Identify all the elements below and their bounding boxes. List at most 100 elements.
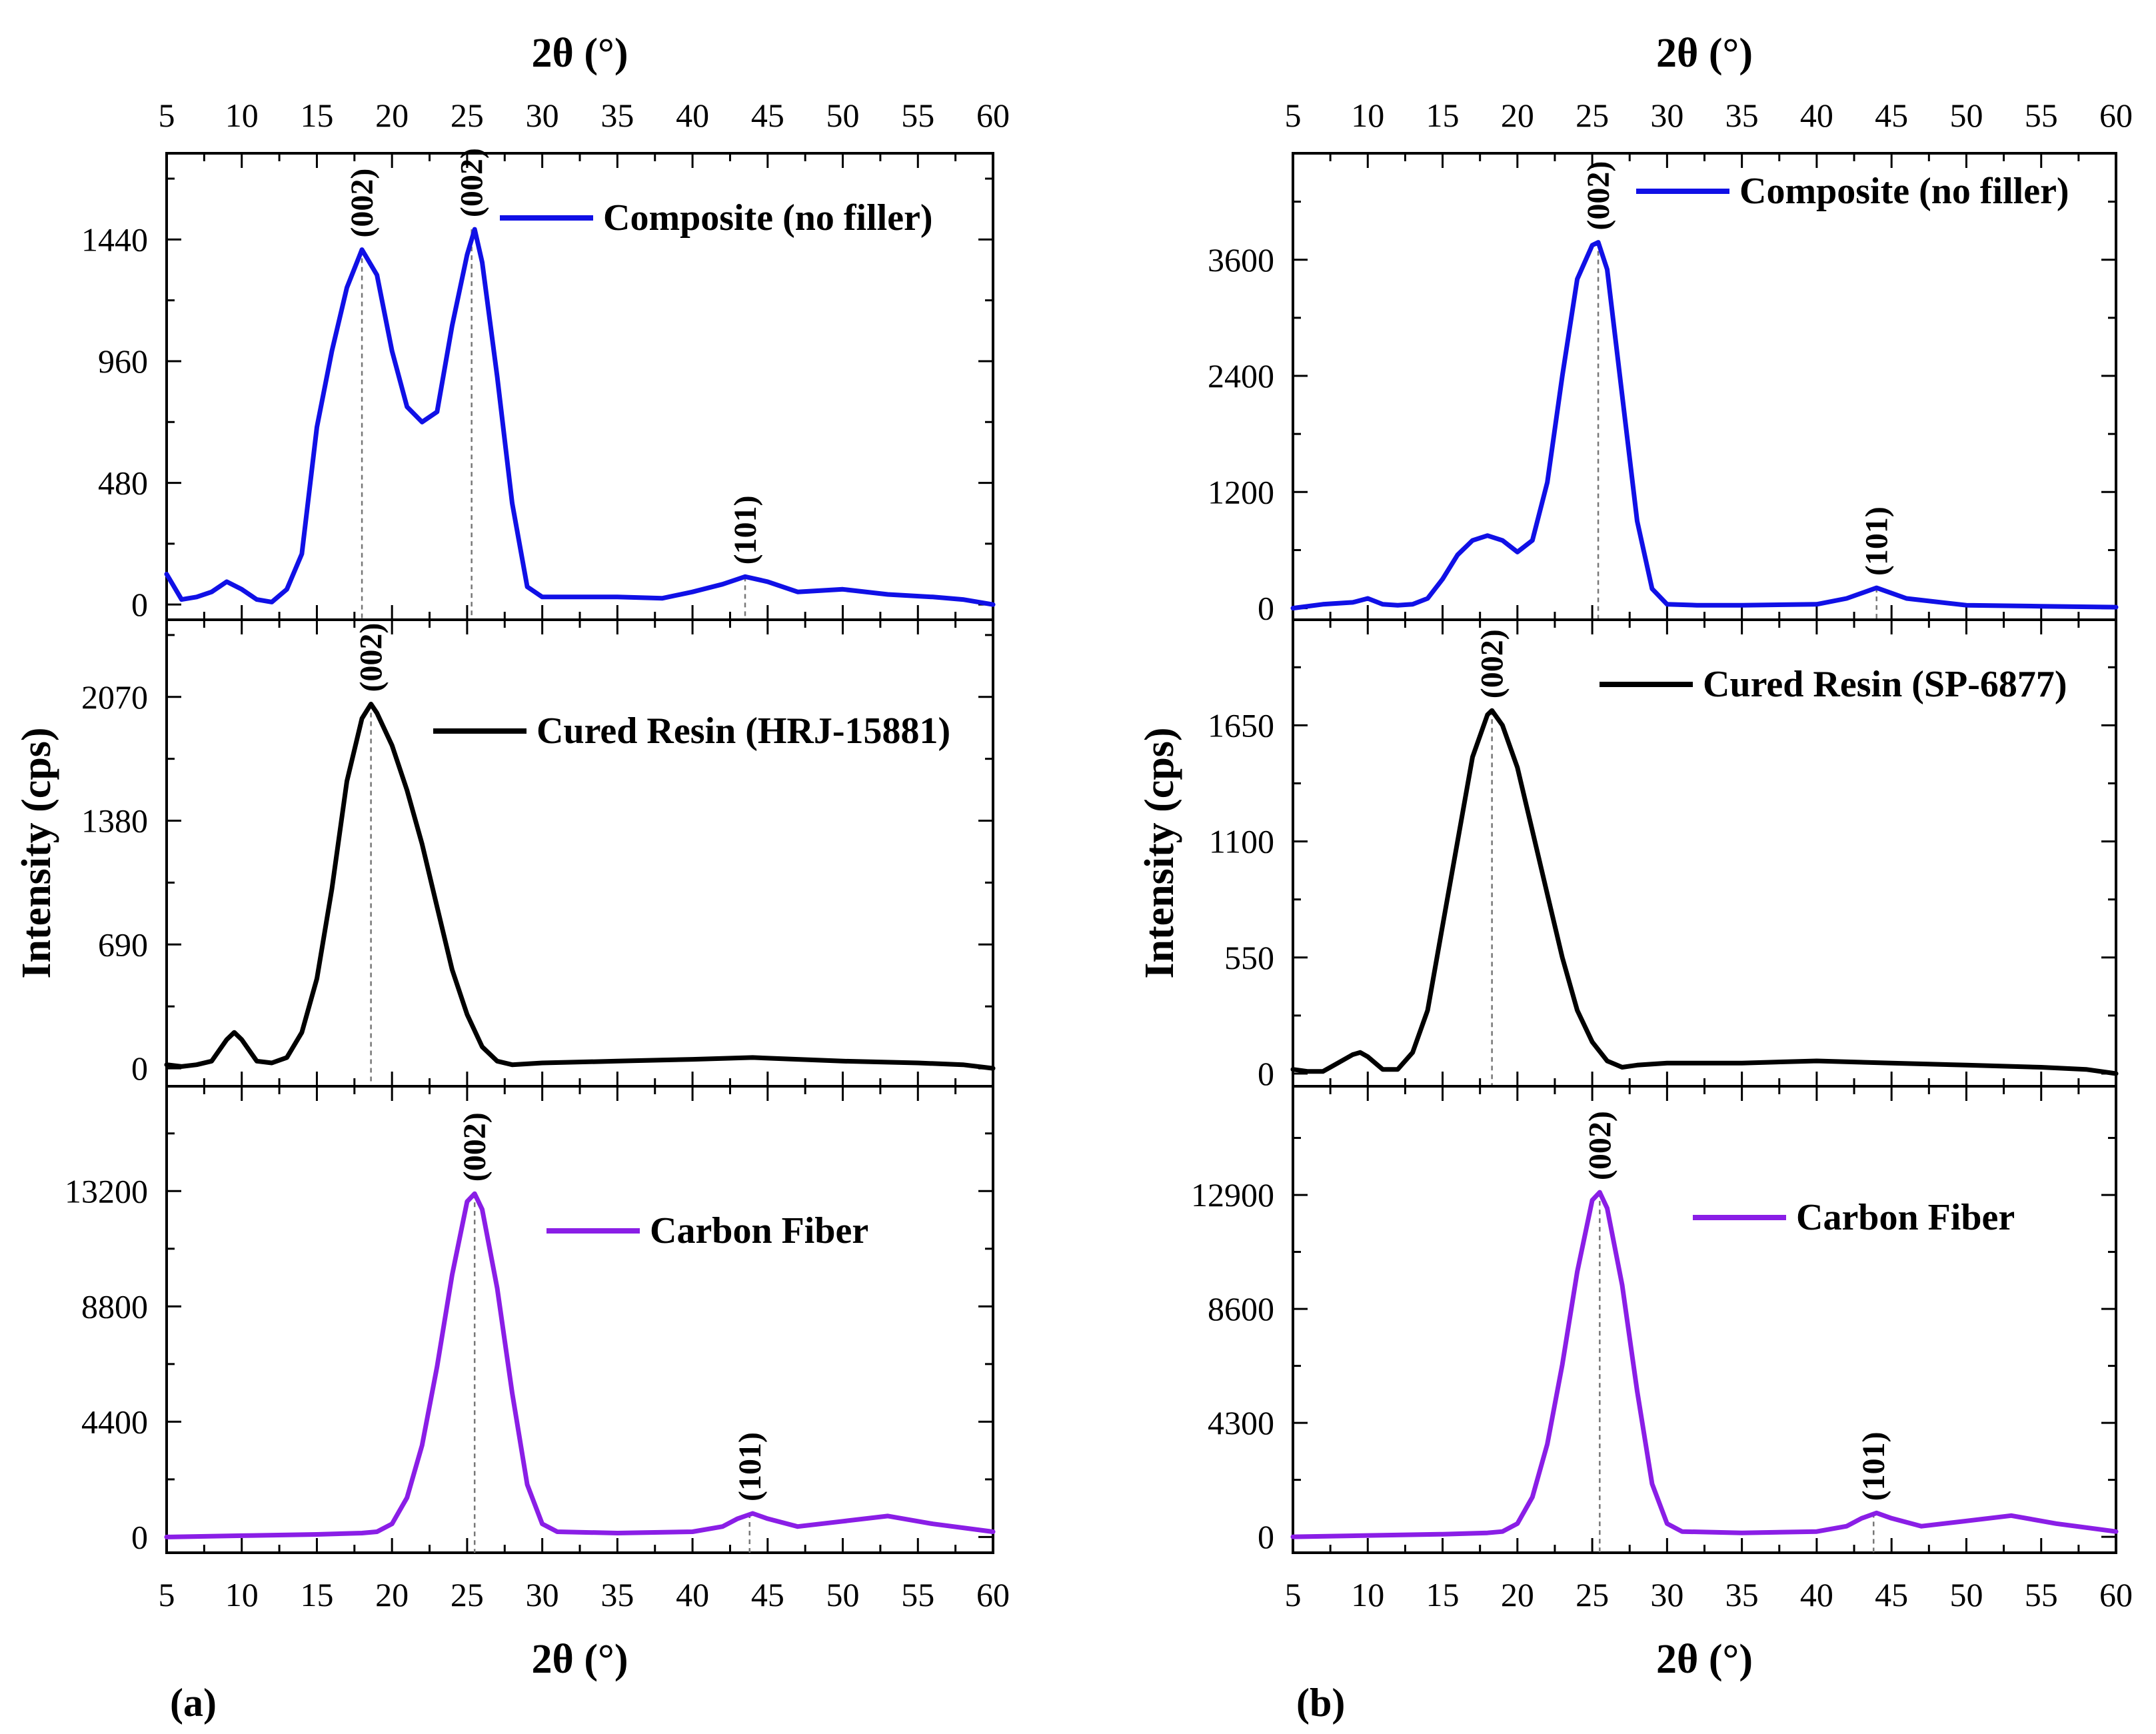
- top-x-tick-label: 55: [901, 97, 934, 134]
- y-tick-label: 0: [1258, 1055, 1274, 1092]
- panel-label: (b): [1296, 1681, 1345, 1725]
- bottom-x-tick-label: 30: [1650, 1576, 1683, 1613]
- peak-label: (002): [1582, 1111, 1617, 1180]
- subplot-frame: [1292, 1085, 2117, 1554]
- y-tick-label: 0: [1258, 590, 1274, 627]
- subplot-1: 0 1200 2400 3600 (002) (101) Composite (no fil…: [1208, 152, 2119, 627]
- y-axis-title: Intensity (cps): [14, 727, 59, 978]
- peak-label: (002): [345, 169, 380, 238]
- legend-label: Carbon Fiber: [650, 1210, 868, 1252]
- legend-label: Composite (no filler): [1739, 171, 2069, 212]
- y-tick-label: 1650: [1208, 706, 1274, 744]
- y-axis-title: Intensity (cps): [1137, 727, 1182, 978]
- bottom-x-tick-label: 60: [2099, 1576, 2133, 1613]
- bottom-x-tick-label: 45: [1875, 1576, 1908, 1613]
- top-x-tick-label: 35: [600, 97, 634, 134]
- data-curve: [1290, 1190, 2119, 1539]
- subplot-frame: [1292, 152, 2117, 621]
- peak-label: (101): [728, 495, 763, 564]
- panel-b: 2θ (°)2θ (°)Intensity (cps)(b)5510101515…: [1137, 31, 2133, 1725]
- data-curve: [164, 702, 996, 1071]
- bottom-x-tick-label: 20: [1501, 1576, 1534, 1613]
- legend-label: Cured Resin (HRJ-15881): [537, 710, 950, 752]
- y-tick-label: 1100: [1209, 823, 1274, 860]
- top-x-tick-label: 40: [676, 97, 709, 134]
- y-tick-label: 0: [1258, 1518, 1274, 1555]
- top-x-tick-label: 5: [1285, 97, 1302, 134]
- peak-label: (002): [1581, 161, 1616, 231]
- subplot-2: 0 550 1100 1650 (002) Cured Resin (SP-6877): [1208, 618, 2119, 1092]
- y-tick-label: 480: [98, 464, 148, 502]
- bottom-x-tick-label: 5: [1285, 1576, 1302, 1613]
- bottom-x-tick-label: 25: [1576, 1576, 1609, 1613]
- subplot-3: 0 4300 8600 12900 (002) (101) Carbon Fiber: [1191, 1085, 2119, 1555]
- bottom-x-tick-label: 40: [676, 1576, 709, 1613]
- y-tick-label: 0: [131, 1518, 148, 1555]
- y-tick-label: 8800: [81, 1288, 148, 1325]
- top-x-axis-title: 2θ (°): [1656, 31, 1753, 76]
- top-x-tick-label: 50: [1949, 97, 1983, 134]
- top-x-tick-label: 25: [1576, 97, 1609, 134]
- bottom-x-tick-label: 45: [751, 1576, 784, 1613]
- top-x-tick-label: 45: [1875, 97, 1908, 134]
- data-curve: [164, 227, 996, 607]
- peak-label: (002): [455, 148, 490, 217]
- y-tick-label: 13200: [65, 1172, 148, 1210]
- top-x-tick-label: 5: [159, 97, 175, 134]
- y-tick-label: 4400: [81, 1403, 148, 1440]
- legend-label: Cured Resin (SP-6877): [1703, 664, 2067, 705]
- subplot-2: 0 690 1380 2070 (002) Cured Resin (HRJ-15881): [81, 618, 996, 1088]
- bottom-x-tick-label: 20: [375, 1576, 409, 1613]
- y-tick-label: 690: [98, 926, 148, 963]
- bottom-x-axis-title: 2θ (°): [532, 1637, 628, 1682]
- bottom-x-axis-title: 2θ (°): [1656, 1637, 1753, 1682]
- top-x-tick-label: 45: [751, 97, 784, 134]
- top-x-tick-label: 60: [2099, 97, 2133, 134]
- data-curve: [1290, 708, 2119, 1076]
- bottom-x-tick-label: 35: [600, 1576, 634, 1613]
- legend-label: Carbon Fiber: [1796, 1197, 2015, 1238]
- y-tick-label: 2070: [81, 678, 148, 716]
- top-x-tick-label: 30: [1650, 97, 1683, 134]
- peak-label: (002): [1475, 629, 1510, 698]
- bottom-x-tick-label: 55: [901, 1576, 934, 1613]
- legend-label: Composite (no filler): [603, 197, 933, 239]
- top-x-axis-title: 2θ (°): [532, 31, 628, 76]
- y-tick-label: 3600: [1208, 241, 1274, 279]
- top-x-tick-label: 50: [826, 97, 860, 134]
- subplot-3: 0 4400 8800 13200 (002) (101) Carbon Fiber: [65, 1085, 996, 1555]
- peak-label: (101): [1859, 506, 1895, 576]
- top-x-tick-label: 35: [1725, 97, 1759, 134]
- y-tick-label: 0: [131, 586, 148, 623]
- bottom-x-tick-label: 15: [300, 1576, 333, 1613]
- data-curve: [164, 1191, 996, 1539]
- top-x-tick-label: 55: [2025, 97, 2058, 134]
- y-tick-label: 1200: [1208, 473, 1274, 510]
- subplot-frame: [165, 1085, 994, 1554]
- bottom-x-tick-label: 5: [159, 1576, 175, 1613]
- y-tick-label: 960: [98, 343, 148, 380]
- peak-label: (002): [354, 623, 389, 692]
- bottom-x-tick-label: 55: [2025, 1576, 2058, 1613]
- bottom-x-tick-label: 50: [826, 1576, 860, 1613]
- panel-a: 2θ (°)2θ (°)Intensity (cps)(a)5510101515…: [14, 31, 1010, 1725]
- peak-label: (101): [1856, 1431, 1891, 1501]
- peak-label: (101): [732, 1432, 768, 1501]
- bottom-x-tick-label: 15: [1426, 1576, 1460, 1613]
- bottom-x-tick-label: 10: [225, 1576, 259, 1613]
- peak-label: (002): [457, 1112, 493, 1182]
- bottom-x-tick-label: 10: [1351, 1576, 1384, 1613]
- top-x-tick-label: 15: [1426, 97, 1460, 134]
- bottom-x-tick-label: 40: [1800, 1576, 1833, 1613]
- subplot-1: 0 480 960 1440 (002) (002) (101) Composite (no …: [81, 148, 996, 623]
- y-tick-label: 4300: [1208, 1404, 1274, 1441]
- bottom-x-tick-label: 60: [976, 1576, 1010, 1613]
- panel-label: (a): [170, 1681, 217, 1725]
- top-x-tick-label: 10: [225, 97, 259, 134]
- top-x-tick-label: 25: [451, 97, 484, 134]
- y-tick-label: 1440: [81, 221, 148, 258]
- top-x-tick-label: 15: [300, 97, 333, 134]
- bottom-x-tick-label: 50: [1949, 1576, 1983, 1613]
- data-curve: [1290, 240, 2119, 611]
